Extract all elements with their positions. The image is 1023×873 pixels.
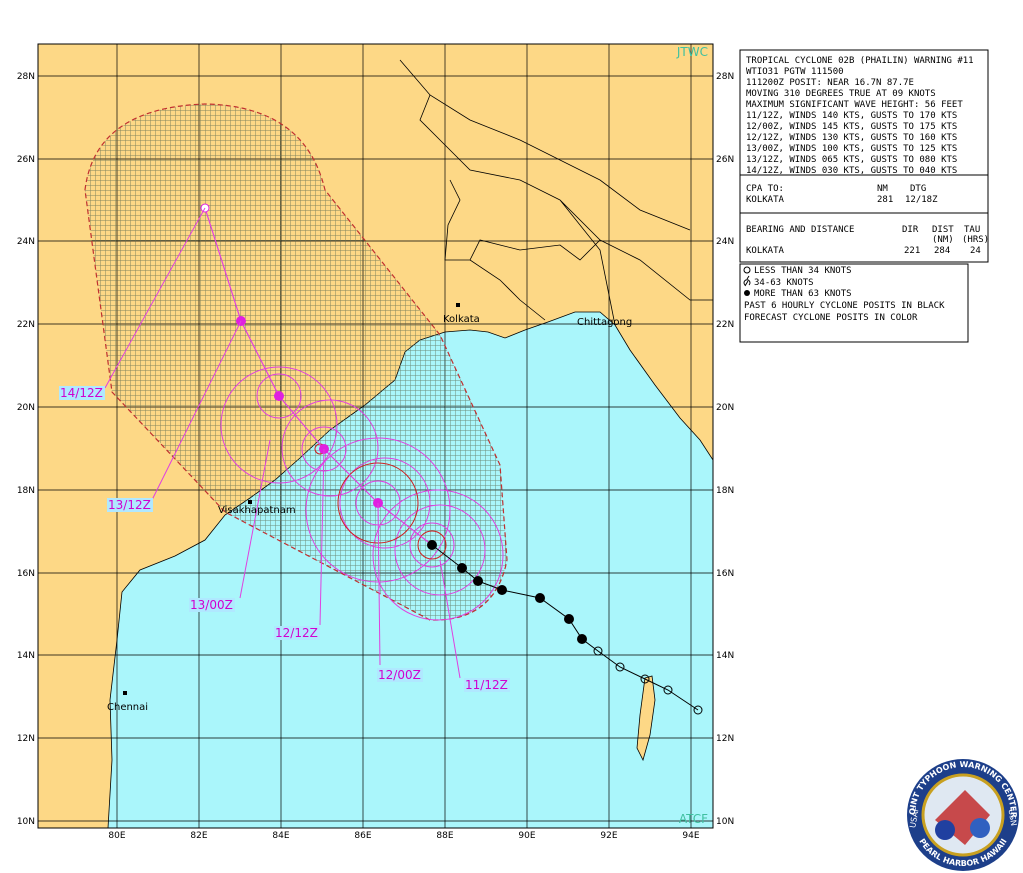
logo-right: USN [1007, 808, 1019, 826]
lon-label: 92E [600, 831, 617, 841]
bearing-unit: (HRS) [962, 235, 989, 245]
lat-label: 12N [17, 734, 35, 744]
lat-label: 22N [17, 320, 35, 330]
label-bg [464, 678, 510, 692]
lon-label: 88E [436, 831, 453, 841]
bearing-header: DIR [902, 225, 919, 235]
logo-left: USAF [908, 806, 921, 829]
lat-label: 18N [716, 486, 734, 496]
lat-label: 14N [17, 651, 35, 661]
system-label: ATCF [679, 812, 708, 826]
warning-line: 12/00Z, WINDS 145 KTS, GUSTS TO 175 KTS [746, 122, 957, 132]
forecast-track [204, 207, 433, 546]
lon-label: 86E [354, 831, 371, 841]
warning-line: 14/12Z, WINDS 030 KTS, GUSTS TO 040 KTS [746, 166, 957, 176]
legend-text: LESS THAN 34 KNOTS [754, 266, 852, 276]
bearing-unit: (NM) [932, 235, 954, 245]
warning-line: MAXIMUM SIGNIFICANT WAVE HEIGHT: 56 FEET [746, 100, 963, 110]
lon-label: 90E [518, 831, 535, 841]
forecast-label: 12/00Z [378, 668, 421, 682]
danger-area [84, 103, 508, 621]
forecast-label: 13/00Z [190, 598, 233, 612]
label-bg [107, 498, 153, 512]
city-label: Kolkata [443, 314, 480, 325]
legend-box [739, 263, 969, 343]
legend-text: MORE THAN 63 KNOTS [754, 289, 852, 299]
lon-label: 94E [682, 831, 699, 841]
cpa-header: NM [877, 184, 888, 194]
city-dots [123, 303, 460, 695]
forecast-label: 11/12Z [465, 678, 508, 692]
cpa-value: 281 [877, 195, 893, 205]
forecast-label: 13/12Z [108, 498, 151, 512]
legend-text: PAST 6 HOURLY CYCLONE POSITS IN BLACK [744, 301, 945, 311]
lat-label: 28N [716, 72, 734, 82]
lat-label: 26N [716, 155, 734, 165]
map [38, 44, 713, 828]
lon-label: 84E [272, 831, 289, 841]
past-positions [427, 540, 703, 715]
bearing-value: 284 [934, 246, 950, 256]
warning-line: 13/00Z, WINDS 100 KTS, GUSTS TO 125 KTS [746, 144, 957, 154]
logo [907, 759, 1019, 871]
label-bg [59, 386, 105, 400]
cpa-value: KOLKATA [746, 195, 785, 205]
warning-line: WTIO31 PGTW 111500 [746, 67, 844, 77]
label-bg [189, 598, 235, 612]
forecast-label: 12/12Z [275, 626, 318, 640]
andaman-islands [636, 675, 656, 762]
lon-label: 80E [108, 831, 125, 841]
bearing-value: KOLKATA [746, 246, 785, 256]
bearing-header: TAU [964, 225, 980, 235]
lon-label: 82E [190, 831, 207, 841]
bearing-header: BEARING AND DISTANCE [746, 225, 854, 235]
cpa-header: DTG [910, 184, 926, 194]
warning-line: 111200Z POSIT: NEAR 16.7N 87.7E [746, 78, 914, 88]
lat-label: 24N [716, 237, 734, 247]
cpa-header: CPA TO: [746, 184, 784, 194]
lat-label: 20N [17, 403, 35, 413]
lat-label: 26N [17, 155, 35, 165]
warning-line: 12/12Z, WINDS 130 KTS, GUSTS TO 160 KTS [746, 133, 957, 143]
warning-line: MOVING 310 DEGREES TRUE AT 09 KNOTS [746, 89, 936, 99]
lat-label: 16N [716, 569, 734, 579]
lat-label: 24N [17, 237, 35, 247]
lat-label: 14N [716, 651, 734, 661]
map-frame [37, 43, 714, 829]
label-leaders [104, 207, 461, 679]
label-bg [377, 668, 423, 682]
city-label: Chittagong [577, 317, 632, 328]
warning-line: TROPICAL CYCLONE 02B (PHAILIN) WARNING #… [746, 56, 974, 66]
lat-label: 12N [716, 734, 734, 744]
label-bg [274, 626, 320, 640]
lat-label: 22N [716, 320, 734, 330]
lat-label: 16N [17, 569, 35, 579]
lat-label: 28N [17, 72, 35, 82]
city-label: Visakhapatnam [218, 505, 296, 516]
bearing-header: DIST [932, 225, 954, 235]
bearing-value: 24 [970, 246, 981, 256]
bearing-value: 221 [904, 246, 920, 256]
borders [399, 59, 713, 326]
warning-line: 11/12Z, WINDS 140 KTS, GUSTS TO 170 KTS [746, 111, 957, 121]
source-label: JTWC [676, 45, 708, 59]
legend-symbols [743, 266, 751, 296]
lat-label: 18N [17, 486, 35, 496]
warning-line: 13/12Z, WINDS 065 KTS, GUSTS TO 080 KTS [746, 155, 957, 165]
legend-text: FORECAST CYCLONE POSITS IN COLOR [744, 313, 918, 323]
lat-label: 10N [17, 817, 35, 827]
lat-label: 10N [716, 817, 734, 827]
forecast-label: 14/12Z [60, 386, 103, 400]
city-label: Chennai [107, 702, 148, 713]
cpa-value: 12/18Z [905, 195, 938, 205]
warning-box [739, 49, 989, 263]
legend-text: 34-63 KNOTS [754, 278, 814, 288]
lat-label: 20N [716, 403, 734, 413]
